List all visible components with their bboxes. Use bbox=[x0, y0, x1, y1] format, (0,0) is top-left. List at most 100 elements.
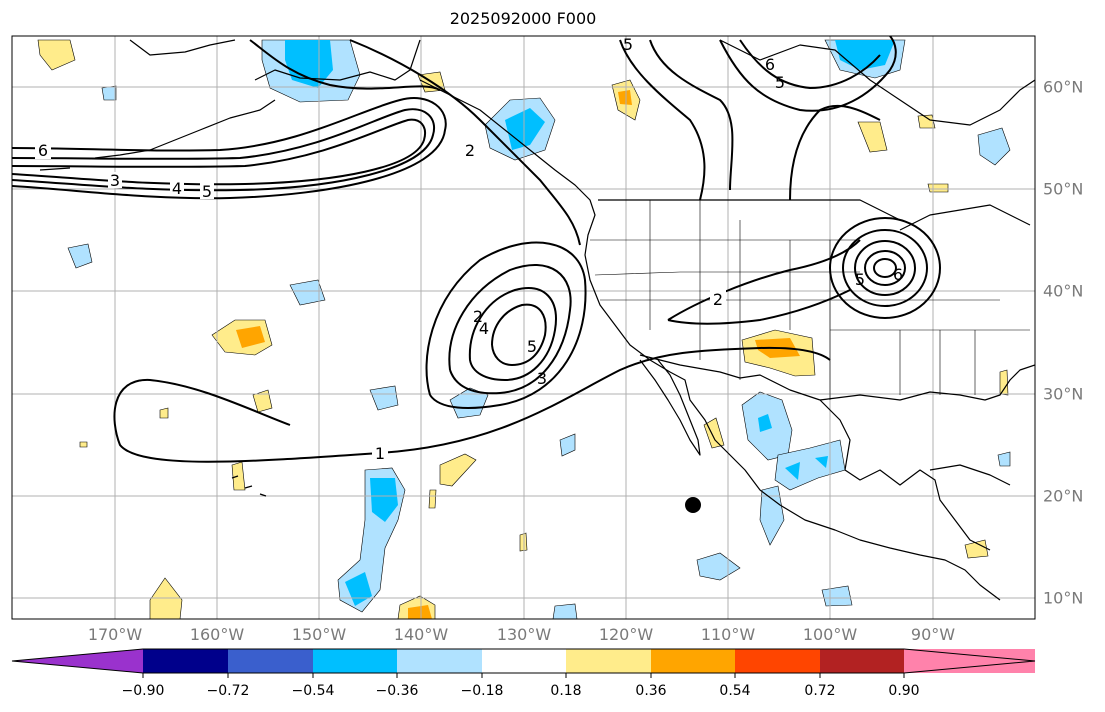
colorbar-bin bbox=[820, 649, 904, 673]
colorbar-tick-label: 0.18 bbox=[550, 683, 582, 699]
lon-label: 170°W bbox=[87, 625, 143, 644]
contour-label: 6 bbox=[38, 141, 48, 160]
colorbar-bin bbox=[651, 649, 735, 673]
lon-label: 130°W bbox=[496, 625, 552, 644]
neg-region bbox=[289, 279, 326, 306]
contour-label: 1 bbox=[375, 444, 385, 463]
colorbar-tick-label: 0.54 bbox=[719, 683, 751, 699]
neg-region bbox=[559, 433, 576, 457]
colorbar-tick-label: −0.54 bbox=[291, 683, 335, 699]
contour-label: 5 bbox=[623, 35, 633, 54]
neg-region bbox=[552, 603, 578, 619]
neg-region bbox=[67, 243, 93, 269]
lat-label: 30°N bbox=[1043, 384, 1084, 404]
map-frame bbox=[11, 35, 1036, 620]
pos-core bbox=[618, 90, 632, 105]
colorbar-bin bbox=[735, 649, 820, 673]
pos-region bbox=[37, 39, 76, 71]
colorbar-tick-label: −0.72 bbox=[206, 683, 250, 699]
lon-label: 90°W bbox=[910, 625, 956, 644]
coast-west-na bbox=[419, 79, 1001, 601]
contour-label: 5 bbox=[202, 182, 212, 201]
contour-label: 5 bbox=[527, 337, 537, 356]
contour-label: 6 bbox=[893, 265, 903, 284]
coast-baja bbox=[639, 359, 701, 456]
contour-label: 3 bbox=[110, 171, 120, 190]
colorbar-bin bbox=[228, 649, 313, 673]
colorbar bbox=[11, 648, 1036, 678]
colorbar-bin bbox=[566, 649, 651, 673]
pos-region bbox=[917, 114, 936, 129]
lon-label: 140°W bbox=[393, 625, 449, 644]
colorbar-tick-label: −0.18 bbox=[460, 683, 504, 699]
neg-region bbox=[997, 451, 1011, 467]
lon-label: 160°W bbox=[189, 625, 245, 644]
lon-label: 120°W bbox=[598, 625, 654, 644]
contour-label: 2 bbox=[465, 141, 475, 160]
neg-core bbox=[758, 414, 772, 432]
pos-region bbox=[252, 389, 273, 413]
border-us-canada bbox=[598, 199, 901, 221]
colorbar-tick-label: 0.36 bbox=[635, 683, 667, 699]
contour-labels: 6 3 4 5 2 4 5 3 2 1 2 5 6 5 6 5 bbox=[35, 35, 903, 463]
colorbar-over-arrow bbox=[904, 649, 1035, 673]
pos-region bbox=[964, 539, 989, 559]
lat-label: 50°N bbox=[1043, 179, 1084, 199]
lat-label: 20°N bbox=[1043, 486, 1084, 506]
lat-label: 10°N bbox=[1043, 588, 1084, 608]
coast-cuba bbox=[929, 464, 1011, 486]
pos-region bbox=[857, 121, 888, 153]
colorbar-tick-label: 0.90 bbox=[888, 683, 920, 699]
neg-region bbox=[977, 127, 1011, 166]
coast-great-lakes bbox=[899, 204, 1031, 231]
contour-label: 4 bbox=[172, 179, 182, 198]
pos-region bbox=[703, 417, 725, 449]
coast-gulf bbox=[819, 399, 991, 551]
colorbar-bin bbox=[397, 649, 482, 673]
neg-region bbox=[696, 552, 741, 581]
coast-hawaii bbox=[231, 475, 267, 497]
colorbar-under-arrow bbox=[12, 649, 143, 673]
contour-label: 5 bbox=[855, 270, 865, 289]
lon-label: 110°W bbox=[700, 625, 756, 644]
contour-label: 3 bbox=[537, 369, 547, 388]
lon-label: 100°W bbox=[802, 625, 858, 644]
contour-label: 2 bbox=[473, 307, 483, 326]
neg-region bbox=[449, 387, 489, 419]
pos-core bbox=[408, 605, 432, 619]
location-marker bbox=[685, 497, 701, 513]
contour-label: 2 bbox=[713, 290, 723, 309]
pos-core bbox=[236, 326, 265, 348]
neg-core bbox=[815, 456, 828, 468]
colorbar-tick-label: 0.72 bbox=[804, 683, 836, 699]
coast-aleutians bbox=[39, 99, 276, 171]
contours bbox=[12, 36, 941, 463]
pos-region bbox=[79, 441, 88, 448]
neg-region bbox=[101, 85, 117, 101]
coast-hudson bbox=[719, 39, 1035, 126]
contour-label: 6 bbox=[765, 55, 775, 74]
contour-label: 4 bbox=[479, 319, 489, 338]
neg-core bbox=[785, 462, 800, 480]
pos-region bbox=[439, 453, 477, 487]
state-borders bbox=[590, 200, 1030, 400]
coast-alaska bbox=[129, 39, 421, 81]
contour-label: 5 bbox=[775, 73, 785, 92]
neg-region bbox=[369, 385, 399, 411]
pos-region bbox=[999, 369, 1009, 396]
coast-gulf-north bbox=[819, 364, 1035, 401]
neg-region bbox=[774, 439, 846, 491]
neg-core bbox=[370, 478, 398, 522]
colorbar-bin bbox=[313, 649, 397, 673]
lat-label: 60°N bbox=[1043, 77, 1084, 97]
lon-label: 150°W bbox=[291, 625, 347, 644]
neg-core bbox=[505, 108, 545, 150]
pos-region bbox=[231, 461, 246, 491]
anomaly-shading bbox=[37, 39, 1011, 619]
colorbar-bin bbox=[143, 649, 228, 673]
lat-label: 40°N bbox=[1043, 281, 1084, 301]
colorbar-tick-label: −0.90 bbox=[121, 683, 165, 699]
coastlines bbox=[39, 39, 1035, 601]
pos-region bbox=[927, 183, 949, 193]
